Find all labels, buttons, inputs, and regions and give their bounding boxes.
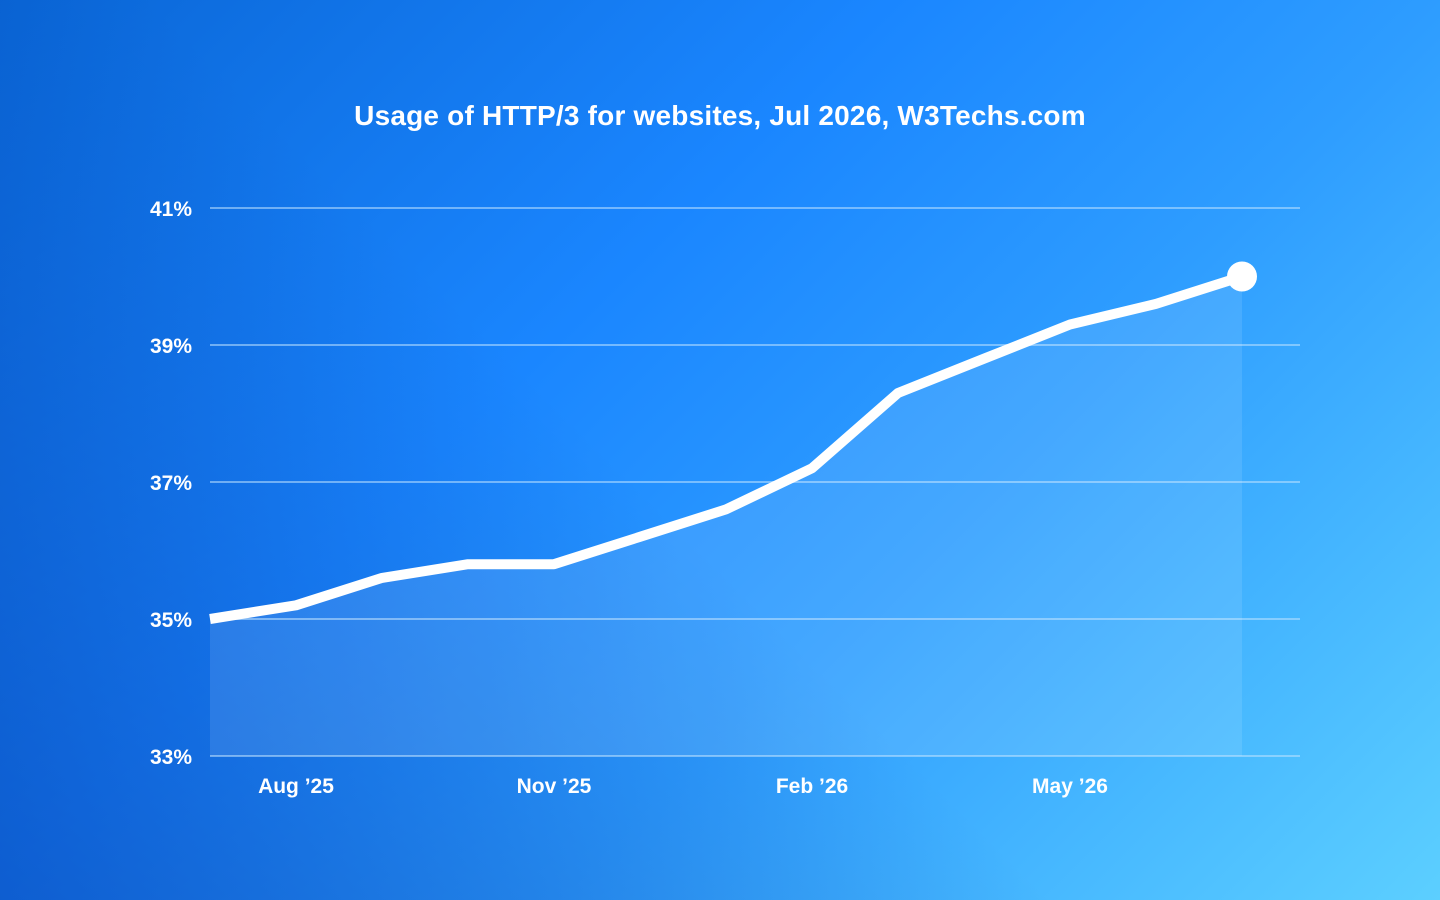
chart-title: Usage of HTTP/3 for websites, Jul 2026, … xyxy=(354,100,1086,131)
y-tick-label: 41% xyxy=(150,198,192,221)
y-tick-label: 33% xyxy=(150,746,192,769)
x-axis-ticks: Aug ’25 Nov ’25 Feb ’26 May ’26 xyxy=(258,775,1108,798)
area-fill xyxy=(210,276,1242,756)
point-layer xyxy=(209,261,1257,620)
y-axis-ticks: 41% 39% 37% 35% 33% xyxy=(150,198,192,769)
y-tick-label: 39% xyxy=(150,335,192,358)
x-tick-label: Aug ’25 xyxy=(258,775,334,798)
x-tick-label: Feb ’26 xyxy=(776,775,848,798)
x-tick-label: Nov ’25 xyxy=(517,775,592,798)
x-tick-label: May ’26 xyxy=(1032,775,1108,798)
latest-data-point xyxy=(1227,261,1257,292)
grid-layer xyxy=(210,207,1300,757)
y-tick-label: 35% xyxy=(150,609,192,632)
y-tick-label: 37% xyxy=(150,472,192,495)
